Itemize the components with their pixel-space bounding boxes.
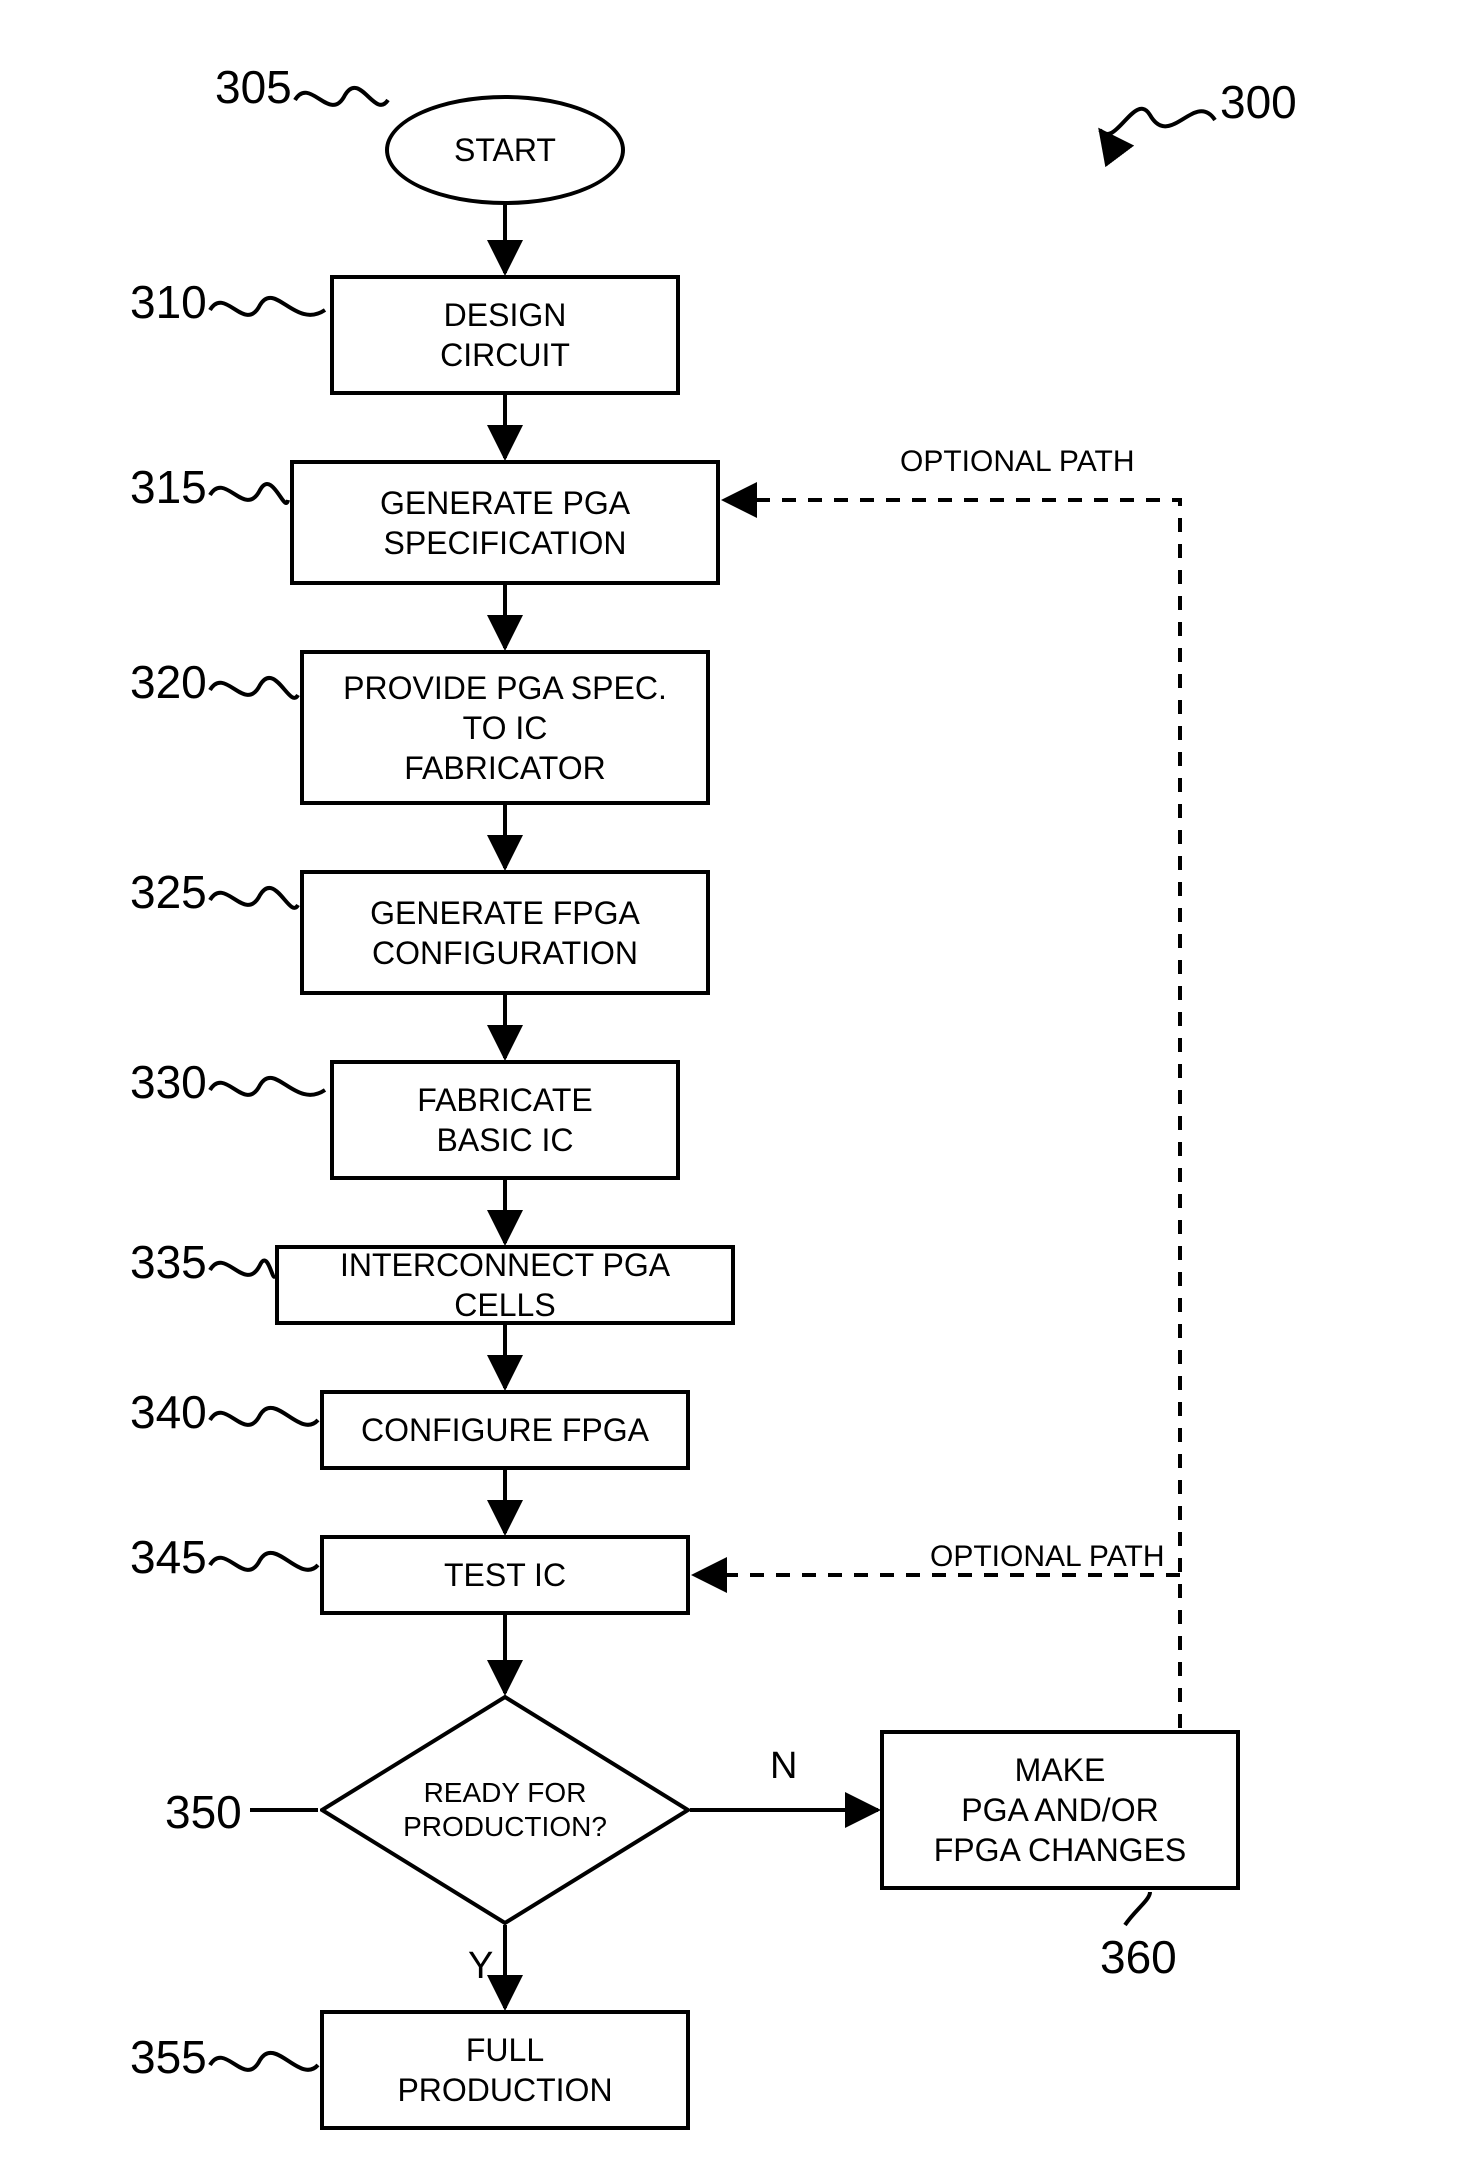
node-fabricate: FABRICATE BASIC IC	[330, 1060, 680, 1180]
ref-315: 315	[130, 460, 207, 514]
annot-yes: Y	[468, 1945, 493, 1988]
ref-330: 330	[130, 1055, 207, 1109]
node-design: DESIGN CIRCUIT	[330, 275, 680, 395]
leader-340	[210, 1408, 318, 1425]
node-interconnect: INTERCONNECT PGA CELLS	[275, 1245, 735, 1325]
node-genfpga-label: GENERATE FPGA CONFIGURATION	[370, 893, 640, 973]
ref-320: 320	[130, 655, 207, 709]
node-full: FULL PRODUCTION	[320, 2010, 690, 2130]
ref-325: 325	[130, 865, 207, 919]
leader-315	[210, 484, 288, 503]
ref-305: 305	[215, 60, 292, 114]
ref-340: 340	[130, 1385, 207, 1439]
node-configure-label: CONFIGURE FPGA	[361, 1410, 649, 1450]
node-fabricate-label: FABRICATE BASIC IC	[417, 1080, 592, 1160]
node-configure: CONFIGURE FPGA	[320, 1390, 690, 1470]
node-test: TEST IC	[320, 1535, 690, 1615]
leader-355	[210, 2053, 318, 2070]
leader-330	[210, 1078, 325, 1095]
node-provide-label: PROVIDE PGA SPEC. TO IC FABRICATOR	[343, 668, 667, 788]
ref-310: 310	[130, 275, 207, 329]
node-genfpga: GENERATE FPGA CONFIGURATION	[300, 870, 710, 995]
leader-310	[210, 298, 325, 315]
annot-optional-1: OPTIONAL PATH	[900, 445, 1134, 479]
node-changes-label: MAKE PGA AND/OR FPGA CHANGES	[934, 1750, 1187, 1870]
flowchart-canvas: START DESIGN CIRCUIT GENERATE PGA SPECIF…	[0, 0, 1457, 2174]
node-interconnect-label: INTERCONNECT PGA CELLS	[289, 1245, 721, 1325]
annot-no: N	[770, 1745, 797, 1788]
leader-345	[210, 1553, 318, 1570]
ref-335: 335	[130, 1235, 207, 1289]
leader-325	[210, 888, 298, 908]
leader-305	[295, 88, 388, 105]
node-changes: MAKE PGA AND/OR FPGA CHANGES	[880, 1730, 1240, 1890]
ref-300: 300	[1220, 75, 1297, 129]
ref-350: 350	[165, 1785, 242, 1839]
node-ready-label: READY FOR PRODUCTION?	[320, 1695, 690, 1925]
node-genpga: GENERATE PGA SPECIFICATION	[290, 460, 720, 585]
leader-335	[210, 1260, 275, 1276]
node-start-label: START	[454, 132, 556, 169]
node-ready: READY FOR PRODUCTION?	[320, 1695, 690, 1925]
ref-345: 345	[130, 1530, 207, 1584]
ref-360: 360	[1100, 1930, 1177, 1984]
node-design-label: DESIGN CIRCUIT	[440, 295, 570, 375]
node-full-label: FULL PRODUCTION	[397, 2030, 612, 2110]
node-genpga-label: GENERATE PGA SPECIFICATION	[380, 483, 630, 563]
node-test-label: TEST IC	[444, 1555, 566, 1595]
ref-355: 355	[130, 2030, 207, 2084]
leader-300	[1100, 109, 1215, 134]
leader-320	[210, 678, 298, 698]
annot-optional-2: OPTIONAL PATH	[930, 1540, 1164, 1574]
leader-360	[1125, 1892, 1150, 1925]
node-provide: PROVIDE PGA SPEC. TO IC FABRICATOR	[300, 650, 710, 805]
node-start: START	[385, 95, 625, 205]
